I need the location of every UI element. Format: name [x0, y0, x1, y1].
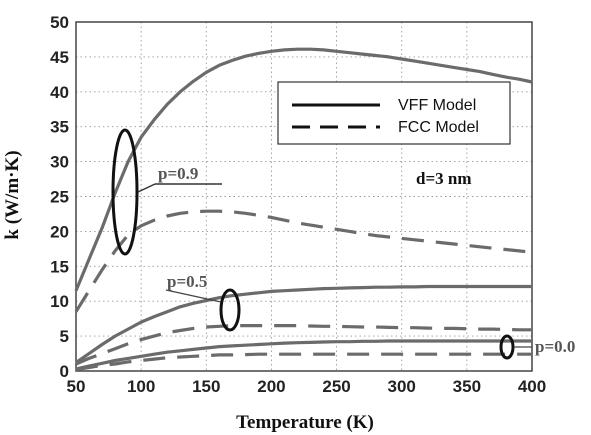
- series-line-09-vff: [74, 47, 533, 292]
- x-tick-label: 300: [388, 377, 416, 396]
- grid: [75, 21, 533, 372]
- annotation-ellipse-p09: [111, 128, 139, 256]
- y-axis-ticks: 0 5 10 15 20 25 30 35 40 45 50: [50, 13, 69, 381]
- annotation-p00: p=0.0: [499, 334, 575, 360]
- series-line-00-fcc: [75, 352, 532, 372]
- legend-entry-vff: VFF Model: [398, 97, 476, 114]
- annotation-ellipse-p05: [219, 288, 241, 332]
- y-axis-label: k (W/m·K): [2, 150, 23, 239]
- x-axis-ticks: 50 100 150 200 250 300 350 400: [67, 377, 547, 396]
- y-tick-label: 0: [60, 362, 69, 381]
- y-tick-label: 30: [50, 153, 69, 172]
- y-tick-label: 50: [50, 13, 69, 32]
- annotation-label-p05: p=0.5: [167, 272, 207, 291]
- x-axis-label: Temperature (K): [236, 412, 374, 433]
- series-line-05-vff: [75, 284, 532, 364]
- x-tick-label: 50: [67, 377, 86, 396]
- y-tick-label: 10: [50, 292, 69, 311]
- annotation-label-p09: p=0.9: [158, 164, 198, 183]
- series-lines: [74, 47, 533, 372]
- x-tick-label: 250: [322, 377, 350, 396]
- x-tick-label: 350: [453, 377, 481, 396]
- annotation-ellipse-p00: [499, 334, 515, 360]
- annotation-p09: p=0.9: [111, 128, 222, 256]
- x-tick-label: 200: [257, 377, 285, 396]
- diameter-label: d=3 nm: [416, 169, 472, 188]
- y-tick-label: 20: [50, 222, 69, 241]
- y-tick-label: 15: [50, 257, 69, 276]
- y-tick-label: 5: [60, 327, 69, 346]
- y-tick-label: 25: [50, 188, 69, 207]
- y-tick-label: 40: [50, 83, 69, 102]
- y-tick-label: 35: [50, 118, 69, 137]
- legend-box: [277, 81, 511, 145]
- legend: VFF Model FCC Model: [277, 81, 511, 145]
- annotation-p05: p=0.5: [165, 272, 241, 332]
- annotation-leader-p09: [137, 183, 156, 193]
- x-tick-label: 100: [127, 377, 155, 396]
- annotation-label-p00: p=0.0: [535, 337, 575, 356]
- x-tick-label: 150: [192, 377, 220, 396]
- series-line-09-fcc: [74, 209, 533, 313]
- x-tick-label: 400: [518, 377, 546, 396]
- plot-frame: [75, 21, 533, 372]
- y-tick-label: 45: [50, 48, 69, 67]
- legend-entry-fcc: FCC Model: [398, 119, 479, 136]
- series-line-05-fcc: [75, 324, 532, 366]
- series-line-00-vff: [75, 339, 532, 371]
- annotation-leader-p05: [165, 289, 222, 303]
